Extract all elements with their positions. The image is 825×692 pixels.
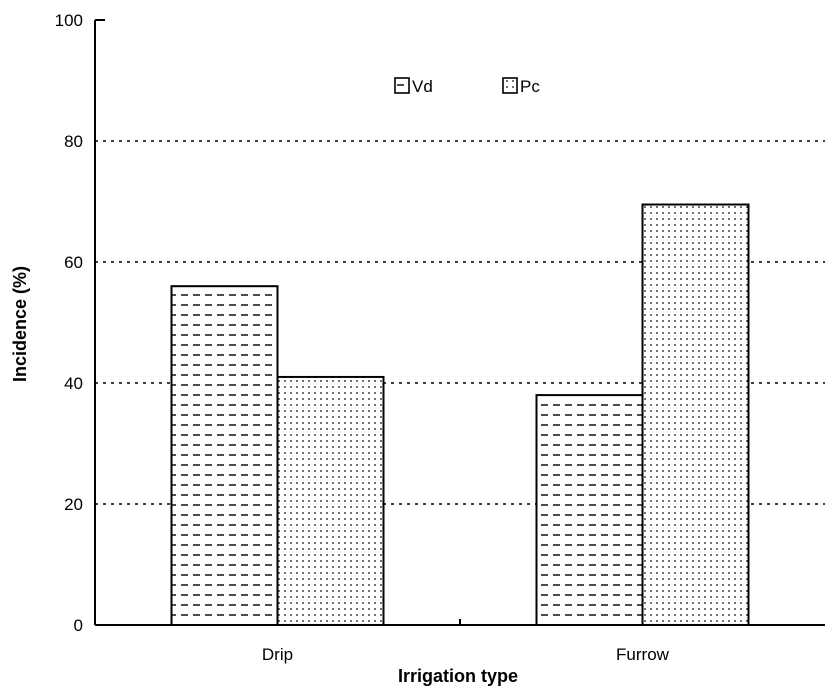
legend-swatch-pc	[502, 77, 518, 94]
bar-vd-furrow	[535, 394, 644, 626]
legend-label-vd: Vd	[412, 77, 433, 96]
y-axis-title: Incidence (%)	[10, 266, 30, 382]
y-tick-label: 40	[64, 374, 83, 393]
x-tick-label: Drip	[262, 645, 293, 664]
y-tick-label: 80	[64, 132, 83, 151]
y-tick-label: 100	[55, 11, 83, 30]
y-tick-label: 60	[64, 253, 83, 272]
axes	[94, 19, 825, 626]
legend: Vd Pc	[394, 77, 540, 96]
x-axis-title: Irrigation type	[398, 666, 518, 686]
bars	[170, 203, 750, 627]
bar-pc-furrow	[641, 203, 750, 626]
bar-pc-drip	[276, 375, 385, 627]
legend-label-pc: Pc	[520, 77, 540, 96]
legend-swatch-vd	[394, 77, 410, 94]
y-tick-label: 0	[74, 616, 83, 635]
bar-vd-drip	[170, 285, 279, 626]
x-tick-label: Furrow	[616, 645, 670, 664]
y-tick-label: 20	[64, 495, 83, 514]
tick-labels: 0 20 40 60 80 100 Drip Furrow	[55, 11, 670, 664]
